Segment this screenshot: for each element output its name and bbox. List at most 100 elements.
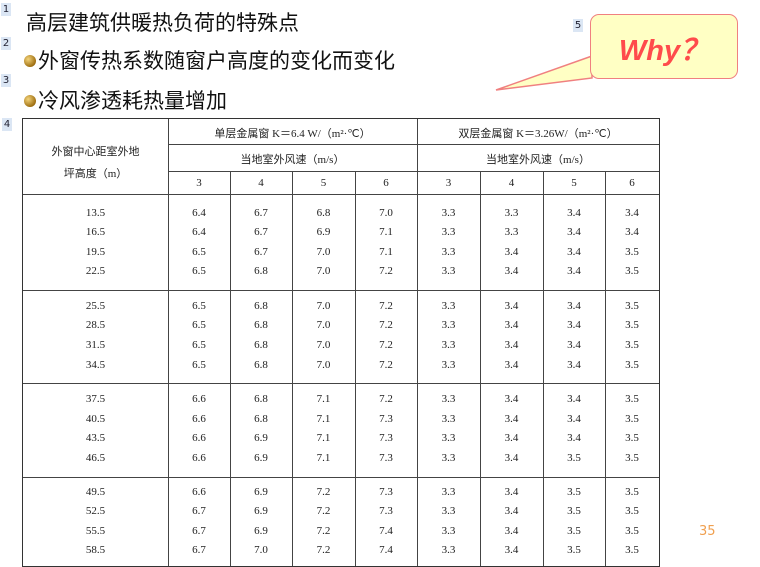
table-cell: 7.2 bbox=[379, 265, 393, 277]
column-divider bbox=[168, 119, 169, 566]
table-cell: 6.8 bbox=[254, 393, 268, 405]
table-cell: 3.4 bbox=[504, 339, 519, 351]
table-cell: 6.9 bbox=[254, 486, 268, 498]
table-cell: 6.5 bbox=[192, 339, 206, 351]
table-cell: 3.3 bbox=[441, 486, 456, 498]
table-cell: 6.8 bbox=[254, 413, 268, 425]
table-cell: 3.3 bbox=[441, 226, 456, 238]
table-cell: 3.4 bbox=[567, 359, 581, 371]
column-divider bbox=[355, 171, 356, 566]
table-cell: 7.2 bbox=[316, 505, 331, 517]
table-cell: 3.3 bbox=[441, 246, 456, 258]
table-cell: 7.4 bbox=[379, 544, 393, 556]
table-cell: 7.2 bbox=[316, 525, 331, 537]
column-divider bbox=[417, 119, 418, 566]
table-cell: 7.0 bbox=[254, 544, 268, 556]
table-cell: 7.1 bbox=[316, 413, 331, 425]
table-cell: 7.1 bbox=[316, 452, 331, 464]
table-cell: 7.3 bbox=[379, 432, 393, 444]
table-cell: 3.3 bbox=[441, 265, 456, 277]
height-cell: 46.5 bbox=[85, 452, 106, 464]
table-cell: 6.6 bbox=[192, 393, 206, 405]
table-cell: 3.3 bbox=[441, 359, 456, 371]
height-cell: 28.5 bbox=[85, 319, 106, 331]
table-cell: 6.5 bbox=[192, 265, 206, 277]
table-cell: 3.3 bbox=[441, 432, 456, 444]
table-cell: 3.3 bbox=[441, 339, 456, 351]
table-cell: 3.5 bbox=[625, 300, 639, 312]
bullet-text: 外窗传热系数随窗户高度的变化而变化 bbox=[38, 49, 395, 73]
callout-text: Why？ bbox=[618, 35, 710, 67]
group-divider bbox=[23, 477, 659, 478]
table-cell: 3.4 bbox=[567, 265, 581, 277]
table-cell: 3.5 bbox=[567, 452, 581, 464]
group-subtitle: 当地室外风速（m/s） bbox=[486, 154, 590, 166]
table-cell: 3.3 bbox=[441, 300, 456, 312]
table-cell: 3.5 bbox=[625, 359, 639, 371]
table-cell: 7.2 bbox=[379, 393, 393, 405]
height-cell: 16.5 bbox=[85, 226, 106, 238]
table-cell: 3.5 bbox=[625, 413, 639, 425]
height-cell: 31.5 bbox=[85, 339, 106, 351]
wind-speed-header: 3 bbox=[196, 177, 202, 189]
table-cell: 3.3 bbox=[441, 452, 456, 464]
height-cell: 22.5 bbox=[85, 265, 106, 277]
row-header: 外窗中心距室外地坪高度（m） bbox=[51, 146, 140, 180]
table-cell: 6.9 bbox=[254, 432, 268, 444]
table-cell: 7.2 bbox=[379, 319, 393, 331]
table-cell: 6.7 bbox=[254, 246, 268, 258]
height-cell: 58.5 bbox=[85, 544, 106, 556]
wind-speed-header: 3 bbox=[445, 177, 452, 189]
table-cell: 6.4 bbox=[192, 226, 206, 238]
column-divider bbox=[543, 171, 544, 566]
table-cell: 3.4 bbox=[504, 432, 519, 444]
table-cell: 3.5 bbox=[625, 319, 639, 331]
table-cell: 3.5 bbox=[567, 505, 581, 517]
table-cell: 6.6 bbox=[192, 413, 206, 425]
wind-speed-header: 4 bbox=[258, 177, 264, 189]
wind-speed-header: 5 bbox=[571, 177, 577, 189]
table-cell: 3.4 bbox=[567, 339, 581, 351]
table-cell: 3.4 bbox=[504, 525, 519, 537]
table-cell: 6.7 bbox=[192, 544, 206, 556]
table-cell: 3.5 bbox=[625, 452, 639, 464]
height-cell: 43.5 bbox=[85, 432, 106, 444]
table-cell: 3.4 bbox=[504, 300, 519, 312]
table-cell: 3.4 bbox=[504, 246, 519, 258]
table-cell: 6.5 bbox=[192, 359, 206, 371]
bullet-text: 冷风渗透耗热量增加 bbox=[38, 89, 227, 113]
table-cell: 3.4 bbox=[504, 393, 519, 405]
height-cell: 13.5 bbox=[85, 207, 106, 219]
table-cell: 7.4 bbox=[379, 525, 393, 537]
height-cell: 40.5 bbox=[85, 413, 106, 425]
page-number: 35 bbox=[699, 524, 716, 539]
header-divider bbox=[23, 194, 659, 195]
placeholder-marker: 3 bbox=[1, 74, 11, 87]
column-divider bbox=[480, 171, 481, 566]
group-subtitle: 当地室外风速（m/s） bbox=[240, 154, 345, 166]
table-cell: 3.4 bbox=[567, 393, 581, 405]
table-cell: 7.0 bbox=[316, 319, 331, 331]
table-cell: 3.4 bbox=[504, 544, 519, 556]
placeholder-marker: 4 bbox=[2, 118, 12, 131]
table-cell: 7.1 bbox=[316, 393, 331, 405]
callout-tail bbox=[495, 54, 593, 91]
column-divider bbox=[230, 171, 231, 566]
wind-speed-header: 6 bbox=[629, 177, 635, 189]
table-cell: 7.0 bbox=[316, 265, 331, 277]
table-cell: 3.4 bbox=[567, 207, 581, 219]
table-cell: 7.3 bbox=[379, 452, 393, 464]
window-heat-transfer-table: 外窗中心距室外地坪高度（m） 单层金属窗 K＝6.4 W/（m²·℃） 当地室外风速… bbox=[22, 118, 660, 567]
table-cell: 7.2 bbox=[316, 544, 331, 556]
table-cell: 3.4 bbox=[567, 413, 581, 425]
bullet-icon bbox=[24, 55, 36, 67]
table-cell: 3.4 bbox=[625, 207, 639, 219]
table-cell: 3.5 bbox=[567, 486, 581, 498]
group-title: 双层金属窗 K＝3.26W/（m²·℃） bbox=[458, 128, 618, 140]
table-cell: 6.8 bbox=[254, 300, 268, 312]
table-cell: 7.0 bbox=[316, 359, 331, 371]
table-cell: 3.4 bbox=[504, 452, 519, 464]
column-divider bbox=[605, 171, 606, 566]
table-cell: 6.7 bbox=[192, 505, 206, 517]
wind-speed-header: 6 bbox=[383, 177, 389, 189]
